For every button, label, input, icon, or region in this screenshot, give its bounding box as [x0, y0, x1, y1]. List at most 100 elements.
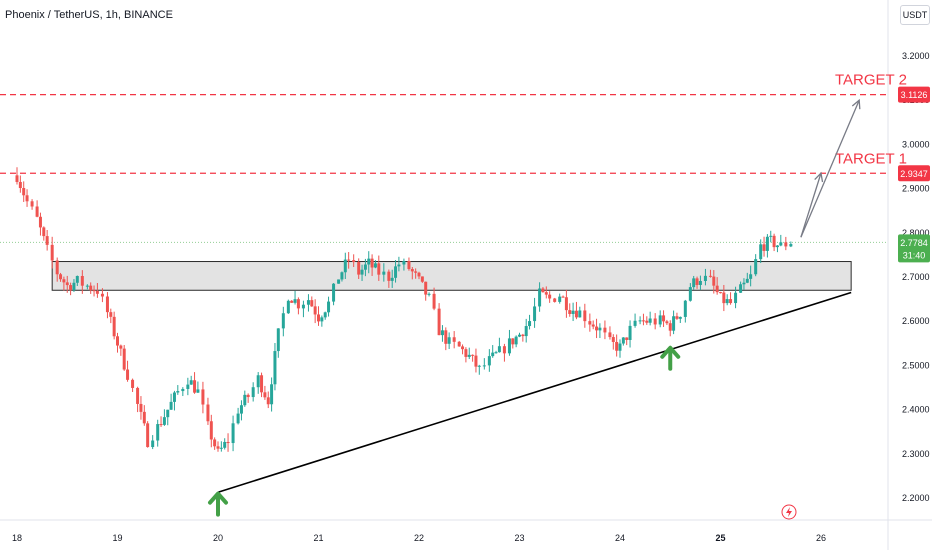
candle-body	[533, 306, 537, 322]
y-tick-label: 2.6000	[902, 316, 930, 326]
target-1-label: TARGET 1	[835, 150, 907, 167]
candle-body	[239, 405, 243, 414]
candle-body	[633, 320, 637, 326]
y-tick-label: 3.2000	[902, 51, 930, 61]
candle-body	[35, 206, 39, 217]
candle-body	[390, 277, 394, 281]
candle-body	[645, 320, 649, 323]
candle-body	[769, 235, 773, 237]
candle-body	[186, 384, 190, 389]
candle-body	[494, 352, 498, 354]
candle-body	[775, 245, 779, 248]
candle-body	[357, 261, 361, 275]
candle-body	[394, 266, 398, 278]
candle-body	[213, 439, 217, 447]
candle-body	[360, 269, 364, 275]
candle-body	[683, 300, 687, 317]
candle-body	[25, 195, 29, 202]
candle-body	[765, 236, 769, 251]
candle-body	[131, 379, 135, 388]
projection-arrowhead-1	[814, 171, 824, 183]
candle-body	[538, 288, 542, 307]
candle-body	[89, 285, 93, 291]
candle-body	[402, 260, 406, 265]
candle-body	[136, 387, 140, 404]
candle-body	[672, 316, 676, 331]
candle-body	[548, 294, 552, 299]
candle-body	[169, 401, 173, 410]
candle-body	[327, 301, 331, 313]
candle-body	[343, 259, 347, 273]
candle-body	[729, 299, 733, 304]
candle-body	[424, 281, 428, 295]
candle-body	[779, 242, 783, 246]
candle-body	[105, 296, 109, 313]
candle-body	[487, 356, 491, 366]
y-tick-label: 3.0000	[902, 139, 930, 149]
candle-body	[95, 291, 99, 294]
candle-body	[568, 310, 572, 314]
ascending-trendline	[217, 291, 852, 494]
candle-body	[59, 274, 63, 280]
candle-body	[658, 315, 662, 325]
projection-arrowhead-2	[851, 98, 861, 110]
candle-body	[675, 316, 679, 319]
candle-body	[340, 272, 344, 280]
candle-body	[126, 369, 130, 380]
y-tick-label: 2.3000	[902, 449, 930, 459]
candle-body	[156, 424, 160, 441]
candle-body	[595, 326, 599, 331]
candle-body	[251, 387, 255, 398]
candle-body	[524, 326, 528, 337]
candle-body	[754, 259, 758, 275]
candle-body	[588, 321, 592, 325]
candle-body	[30, 201, 34, 207]
candle-body	[122, 348, 126, 370]
candle-body	[75, 275, 79, 283]
currency-button[interactable]: USDT	[900, 5, 930, 25]
candle-body	[467, 354, 471, 357]
candle-body	[80, 275, 84, 286]
candle-body	[521, 334, 525, 337]
candle-body	[320, 317, 324, 322]
candle-body	[440, 330, 444, 336]
candle-body	[511, 338, 515, 345]
projection-arrow-1	[800, 172, 822, 238]
symbol-title: Phoenix / TetherUS, 1h, BINANCE	[5, 9, 173, 21]
candle-body	[62, 279, 66, 283]
candle-body	[457, 341, 461, 347]
candle-body	[38, 216, 42, 228]
candle-body	[553, 298, 557, 302]
target-2-label: TARGET 2	[835, 72, 907, 89]
up-arrow-head	[660, 345, 681, 359]
candle-body	[641, 320, 645, 322]
candle-body	[387, 271, 391, 281]
candle-body	[286, 300, 290, 314]
up-arrow-icon	[660, 345, 681, 371]
candle-body	[231, 423, 235, 444]
x-tick-label: 26	[816, 533, 826, 543]
x-tick-label: 21	[314, 533, 324, 543]
candle-body	[65, 282, 69, 286]
candle-body	[407, 260, 411, 270]
candle-body	[772, 235, 776, 248]
candle-body	[662, 315, 666, 322]
candle-body	[226, 441, 230, 444]
candle-body	[260, 375, 264, 393]
candle-body	[695, 278, 699, 285]
candle-body	[337, 279, 341, 284]
candle-body	[715, 285, 719, 293]
candle-body	[92, 290, 96, 292]
candle-body	[452, 337, 456, 342]
target-2-price-tag	[898, 86, 930, 103]
candle-body	[464, 349, 468, 357]
candle-body	[745, 278, 749, 283]
candle-body	[246, 394, 250, 398]
candle-body	[45, 236, 49, 245]
candle-body	[653, 318, 657, 325]
candle-body	[789, 244, 793, 247]
candle-body	[18, 181, 22, 189]
candle-body	[541, 288, 545, 293]
candle-body	[444, 330, 448, 344]
